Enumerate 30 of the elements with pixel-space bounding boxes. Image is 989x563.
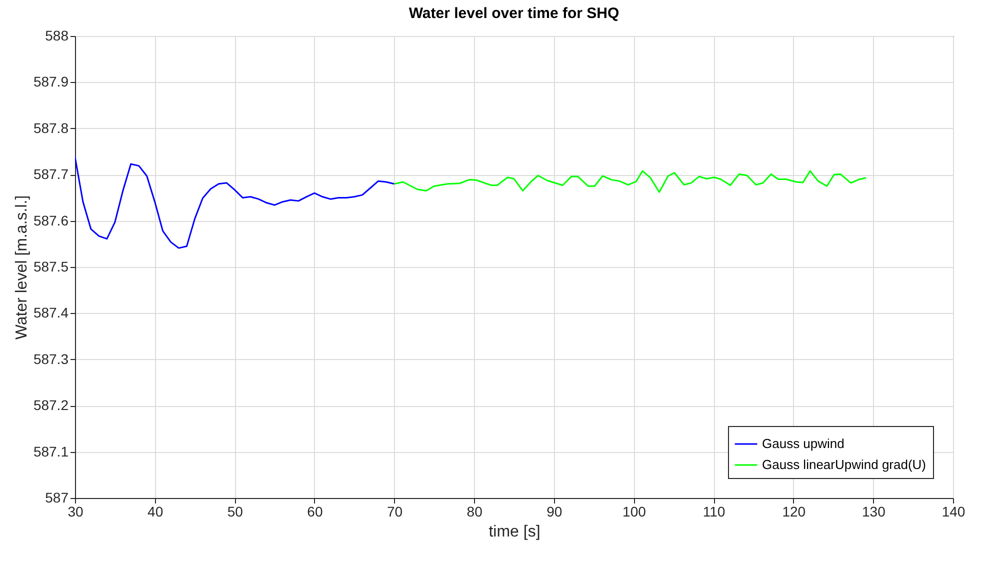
x-tick-label: 60	[307, 504, 323, 520]
y-tick-label: 587.8	[33, 120, 69, 136]
y-axis-title: Water level [m.a.s.l.]	[13, 195, 30, 340]
x-tick-label: 30	[68, 504, 84, 520]
x-tick-label: 130	[862, 504, 886, 520]
line-series	[394, 170, 867, 193]
y-tick-label: 587	[45, 490, 69, 506]
y-tick-label: 587.5	[33, 258, 69, 274]
y-tick-label: 587.9	[33, 74, 69, 90]
chart-title: Water level over time for SHQ	[408, 5, 620, 22]
y-tick-label: 587.2	[33, 397, 69, 414]
x-axis-title: time [s]	[488, 524, 540, 540]
y-tick-label: 587.1	[33, 443, 69, 460]
y-tick-label: 587.6	[33, 212, 69, 228]
x-tick-label: 140	[942, 504, 966, 520]
y-tick-label: 588	[45, 28, 69, 44]
line-series	[75, 156, 396, 249]
x-tick-label: 40	[148, 504, 164, 520]
x-tick-label: 110	[702, 504, 726, 520]
legend-label: Gauss upwind	[762, 436, 844, 451]
y-tick-label: 587.3	[33, 350, 69, 367]
x-tick-label: 120	[782, 504, 806, 520]
legend-label: Gauss linearUpwind grad(U)	[762, 457, 926, 472]
x-tick-label: 50	[227, 504, 244, 520]
x-tick-label: 90	[546, 504, 562, 520]
x-tick-label: 100	[622, 504, 646, 520]
x-tick-label: 70	[386, 504, 403, 520]
y-tick-label: 587.4	[33, 304, 69, 321]
x-tick-label: 80	[466, 504, 483, 520]
y-tick-label: 587.7	[33, 166, 69, 182]
